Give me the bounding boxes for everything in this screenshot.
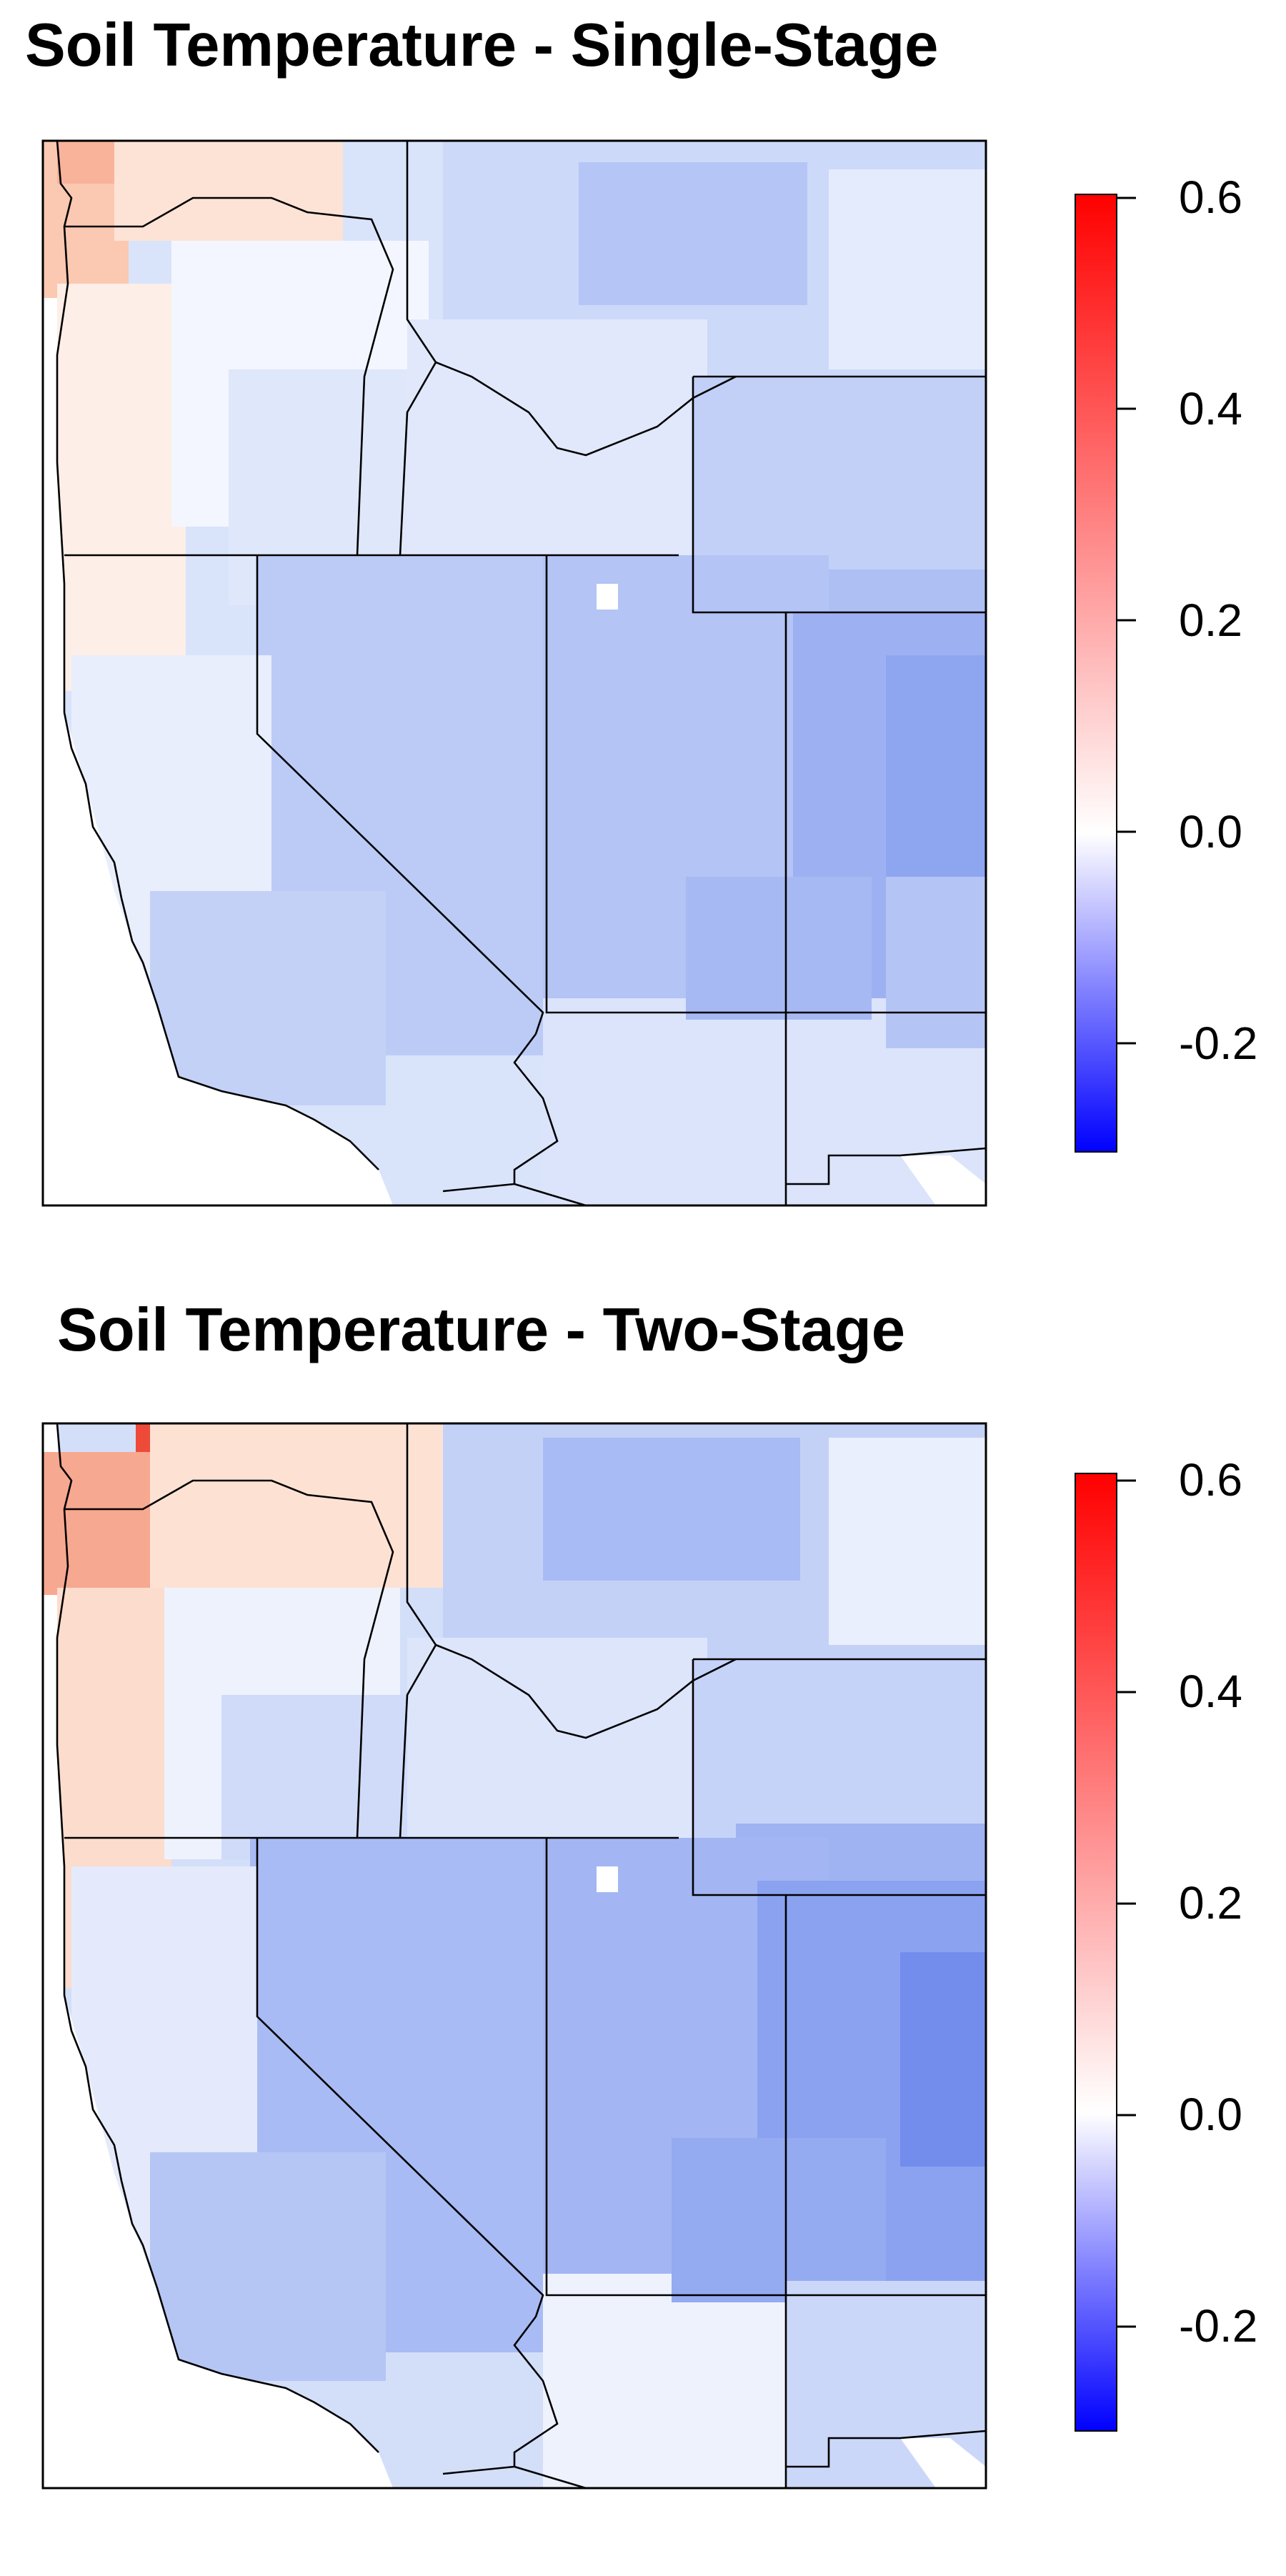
panel-title-single-stage: Soil Temperature - Single-Stage <box>25 11 938 79</box>
heat-cell <box>829 169 986 369</box>
state-borders <box>56 140 987 1207</box>
border-id-mt <box>435 1643 737 1739</box>
colorbar-label: 0.4 <box>1179 1666 1242 1717</box>
state-borders <box>56 1423 987 2490</box>
heat-cell <box>150 2152 386 2381</box>
colorbar-label: -0.2 <box>1179 1018 1257 1069</box>
border-nm-mexico <box>786 2430 987 2468</box>
map-frame <box>41 139 987 1207</box>
colorbar-two-stage: 0.6 0.4 0.2 0.0 -0.2 <box>1075 1454 1257 2432</box>
border-ut-az <box>545 1838 986 2297</box>
coastline <box>56 1423 379 2453</box>
ocean-area <box>900 2438 986 2488</box>
ocean-mask <box>43 1595 393 2488</box>
map-area-two-stage <box>41 1422 987 2490</box>
colorbar-single-stage: 0.6 0.4 0.2 0.0 -0.2 <box>1075 171 1257 1153</box>
map-area-single-stage <box>41 139 987 1207</box>
missing-cell <box>597 1866 618 1892</box>
heat-cell <box>686 877 872 1020</box>
ocean-area <box>900 1155 986 1205</box>
colorbar-label: 0.0 <box>1179 2089 1242 2140</box>
border-wy <box>692 1659 986 1896</box>
heat-cell <box>57 284 186 691</box>
map-frame <box>41 1422 987 2490</box>
missing-cell <box>597 584 618 610</box>
heat-cell <box>150 1423 443 1588</box>
heat-cell <box>543 1438 800 1581</box>
heat-cell <box>57 1452 150 1595</box>
heat-cell <box>43 1452 57 1595</box>
colorbar-label: 0.2 <box>1179 1877 1242 1929</box>
heat-cell <box>900 1952 986 2167</box>
border-wy <box>692 377 986 614</box>
heat-cell <box>672 2138 886 2302</box>
colorbar-label: -0.2 <box>1179 2300 1257 2352</box>
colorbar-label: 0.2 <box>1179 595 1242 646</box>
heat-cell <box>579 162 807 305</box>
panel-two-stage: Soil Temperature - Two-Stage <box>41 1296 1257 2490</box>
heat-cell <box>543 2274 800 2488</box>
colorbar-gradient <box>1075 1473 1117 2432</box>
border-wa-or <box>64 197 394 556</box>
heat-cell <box>829 1438 986 1645</box>
heat-cell <box>886 877 986 1048</box>
heat-cell <box>150 891 386 1105</box>
border-id-mt <box>435 361 737 457</box>
border-nv-ca <box>256 1838 544 2317</box>
panel-title-two-stage: Soil Temperature - Two-Stage <box>57 1296 905 1364</box>
border-ut-az <box>545 555 986 1014</box>
colorbar-gradient <box>1075 194 1117 1153</box>
colorbar-label: 0.4 <box>1179 383 1242 434</box>
heat-cell <box>43 141 57 298</box>
ocean-mask <box>43 298 393 1205</box>
heat-cell <box>114 141 343 241</box>
panel-single-stage: Soil Temperature - Single-Stage <box>25 11 1257 1207</box>
border-nm-mexico <box>786 1147 987 1185</box>
colorbar-label: 0.0 <box>1179 806 1242 857</box>
border-nv-ca <box>256 555 544 1035</box>
border-wa-or <box>64 1479 394 1839</box>
colorbar-label: 0.6 <box>1179 1454 1242 1506</box>
colorbar-label: 0.6 <box>1179 171 1242 223</box>
coastline <box>56 140 379 1170</box>
heat-cell <box>221 1695 407 1859</box>
